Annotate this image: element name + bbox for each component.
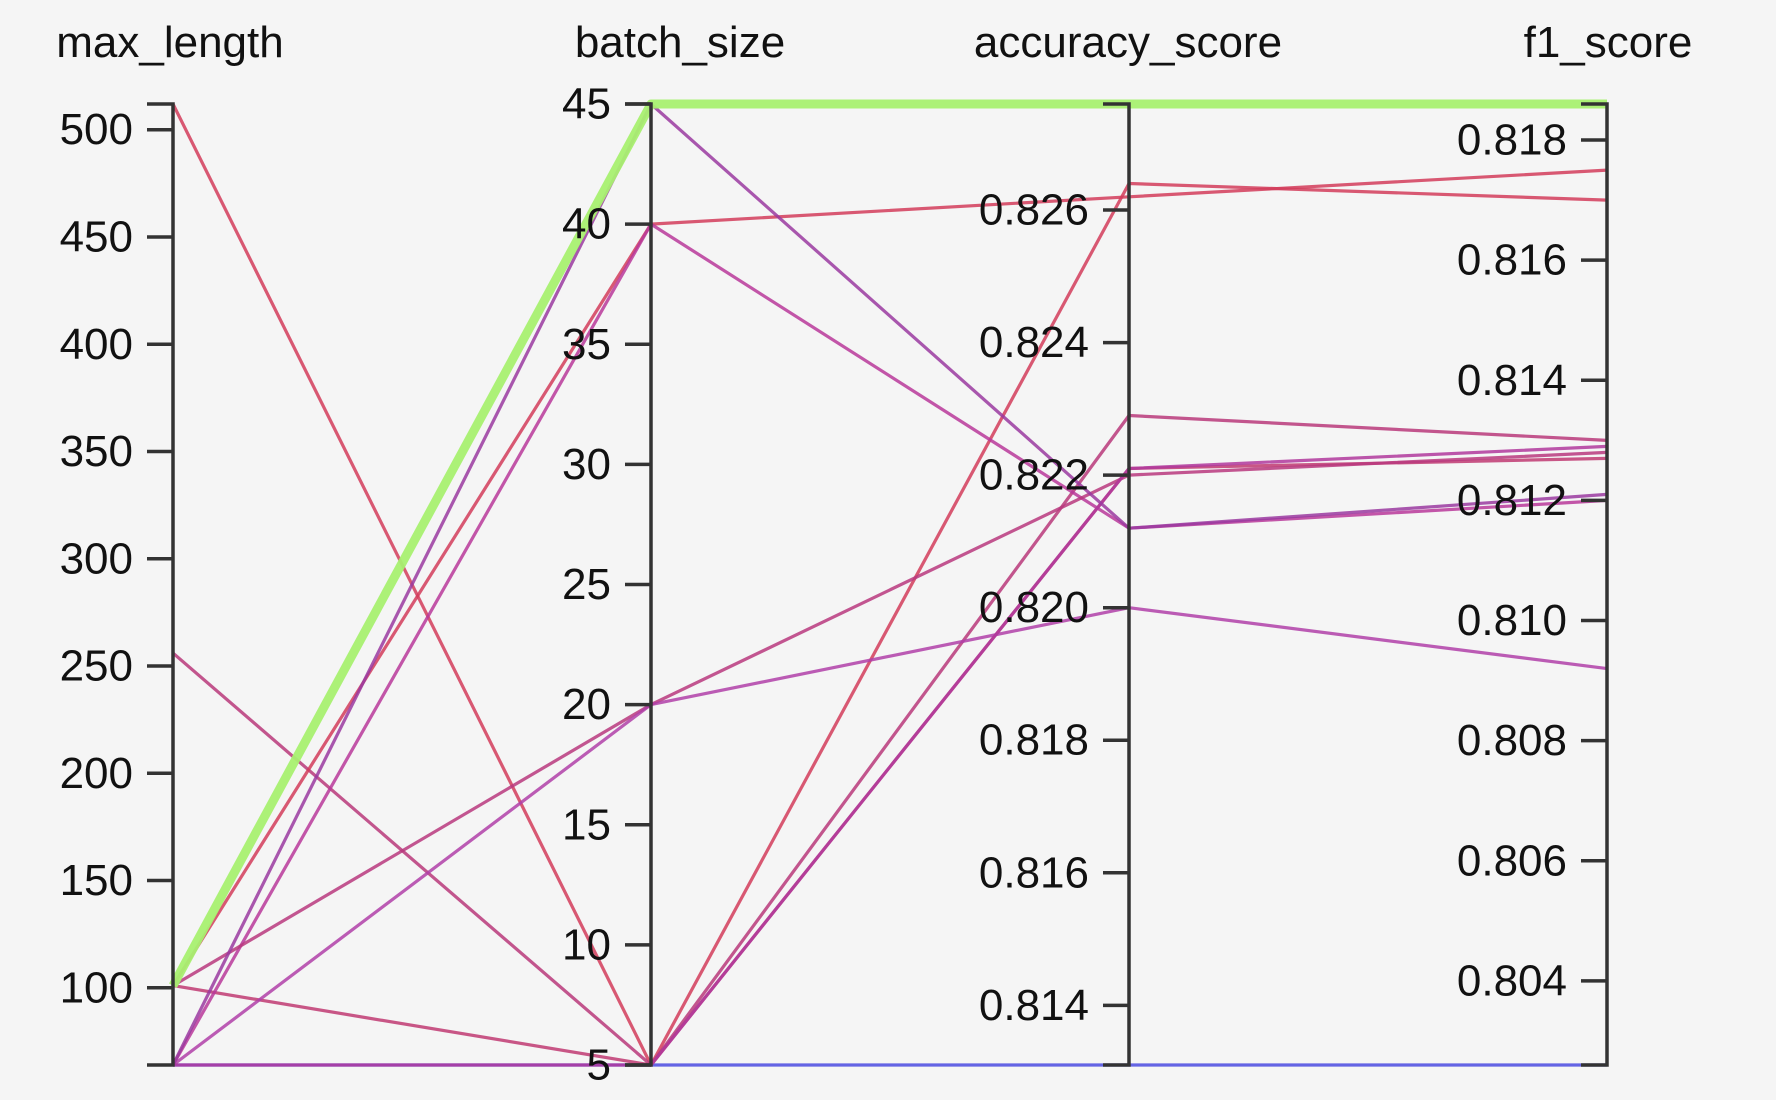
tick-label: 200 bbox=[60, 749, 133, 798]
series-line-7 bbox=[172, 606, 1608, 1067]
axis-max-length: max_length 100 150 200 250 300 350 400 450 500 bbox=[56, 18, 284, 1067]
axis-title: accuracy_score bbox=[974, 18, 1282, 67]
tick-label: 150 bbox=[60, 856, 133, 905]
axis-title: f1_score bbox=[1524, 18, 1693, 67]
tick-label: 400 bbox=[60, 320, 133, 369]
axis-line bbox=[1103, 102, 1131, 1067]
tick-label: 0.810 bbox=[1457, 596, 1567, 645]
tick-label: 40 bbox=[562, 200, 611, 249]
tick-label: 0.812 bbox=[1457, 476, 1567, 525]
tick-label: 350 bbox=[60, 427, 133, 476]
series-line-8 bbox=[173, 444, 1608, 1067]
series-line-9 bbox=[171, 102, 1608, 1066]
tick-label: 450 bbox=[60, 212, 133, 261]
series-lines bbox=[169, 99, 1608, 1067]
series-line-2 bbox=[171, 413, 1608, 1067]
tick-label: 0.816 bbox=[1457, 236, 1567, 285]
tick-label: 250 bbox=[60, 642, 133, 691]
tick-label: 0.806 bbox=[1457, 836, 1567, 885]
tick-label: 25 bbox=[562, 560, 611, 609]
axis-f1-score: f1_score 0.804 0.806 0.808 0.810 0.812 0.814 0.… bbox=[1457, 18, 1693, 1067]
tick-label: 0.814 bbox=[1457, 356, 1567, 405]
tick-label: 45 bbox=[562, 80, 611, 129]
tick-label: 300 bbox=[60, 534, 133, 583]
axis-line bbox=[147, 102, 175, 1067]
axis-batch-size: batch_size 5 10 15 20 25 30 35 40 45 bbox=[562, 18, 785, 1090]
tick-label: 0.822 bbox=[979, 451, 1089, 500]
axis-title: batch_size bbox=[575, 18, 785, 67]
tick-label: 0.820 bbox=[979, 583, 1089, 632]
tick-label: 0.824 bbox=[979, 318, 1089, 367]
axis-line bbox=[1581, 102, 1609, 1067]
tick-label: 0.818 bbox=[1457, 116, 1567, 165]
tick-label: 0.814 bbox=[979, 981, 1089, 1030]
series-line-4 bbox=[172, 456, 1608, 1067]
series-line-5 bbox=[171, 222, 1608, 1066]
series-line-6 bbox=[172, 450, 1608, 987]
tick-label: 20 bbox=[562, 680, 611, 729]
axes: max_length 100 150 200 250 300 350 400 450 500 bat… bbox=[56, 18, 1692, 1090]
tick-label: 10 bbox=[562, 920, 611, 969]
tick-label: 35 bbox=[562, 320, 611, 369]
tick-label: 0.808 bbox=[1457, 716, 1567, 765]
tick-label: 5 bbox=[587, 1041, 611, 1090]
tick-label: 0.804 bbox=[1457, 956, 1567, 1005]
series-line-10 bbox=[169, 99, 1607, 988]
tick-label: 100 bbox=[60, 963, 133, 1012]
series-line-3 bbox=[171, 168, 1608, 987]
axis-accuracy-score: accuracy_score 0.814 0.816 0.818 0.820 0.822 0… bbox=[974, 18, 1282, 1067]
tick-label: 0.818 bbox=[979, 716, 1089, 765]
tick-label: 30 bbox=[562, 440, 611, 489]
tick-label: 0.826 bbox=[979, 186, 1089, 235]
tick-label: 15 bbox=[562, 800, 611, 849]
axis-title: max_length bbox=[56, 18, 283, 67]
tick-label: 500 bbox=[60, 105, 133, 154]
tick-label: 0.816 bbox=[979, 848, 1089, 897]
